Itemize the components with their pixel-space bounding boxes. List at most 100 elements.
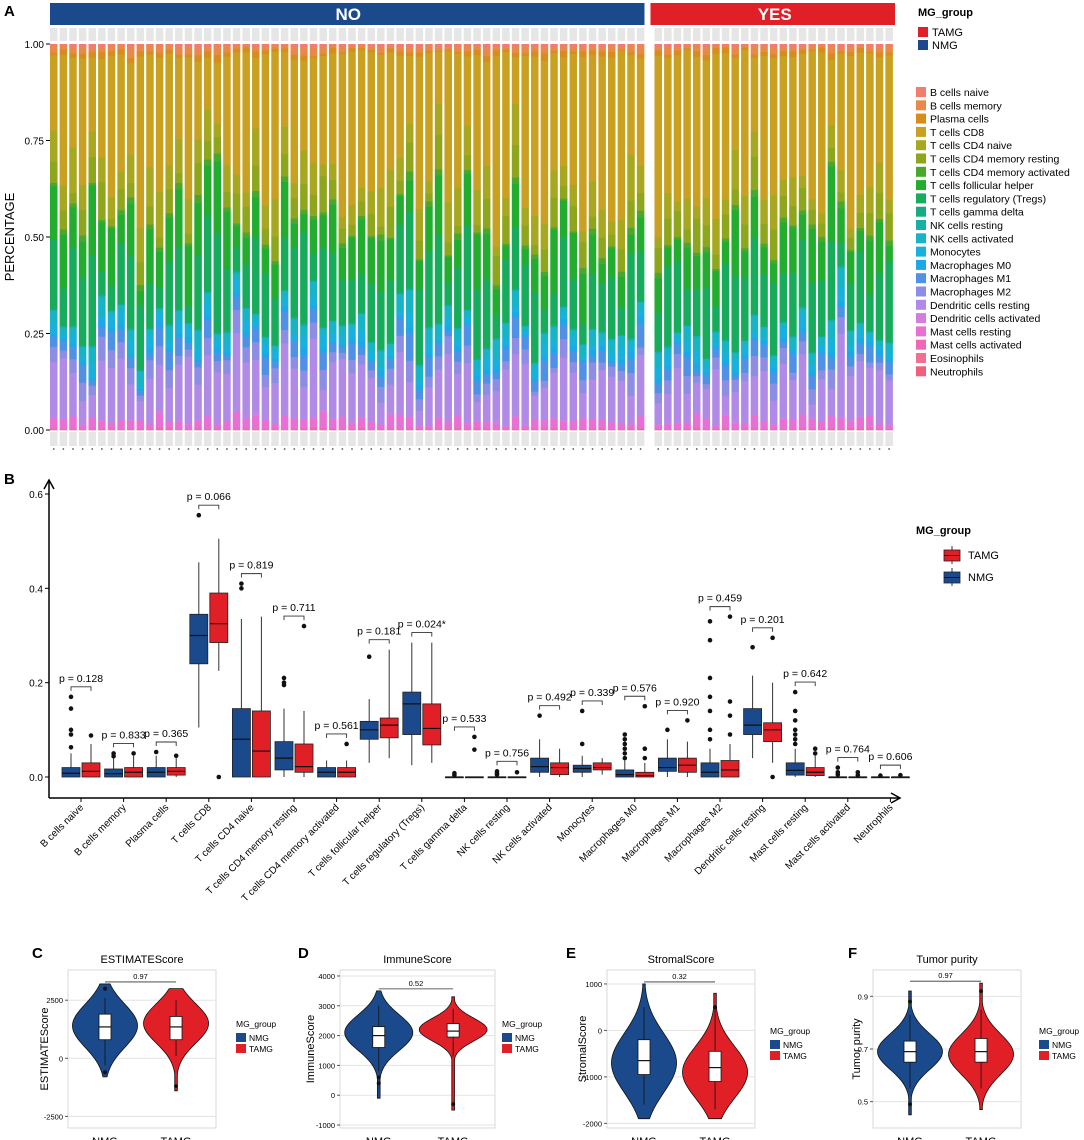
stacked-segment [837,170,845,193]
stacked-segment [779,179,788,196]
box-tamg [550,762,569,776]
stacked-segment [425,328,433,343]
stacked-segment [540,332,549,334]
stacked-segment [559,419,568,423]
box-nmg [615,769,635,778]
stacked-segment [348,359,356,374]
stacked-segment [444,305,452,319]
stacked-segment [415,208,424,241]
stacked-segment [146,335,154,348]
stacked-segment [673,236,682,240]
sample-label-cell [69,28,77,41]
stacked-segment [184,423,193,425]
stacked-segment [654,277,662,313]
stacked-segment [252,165,260,191]
stacked-segment [683,375,691,394]
stacked-segment [617,423,626,425]
stacked-segment [232,174,241,194]
p-bracket [709,606,731,611]
stacked-segment [769,425,778,429]
stacked-segment [818,336,826,346]
stacked-segment [885,429,893,430]
stacked-segment [627,51,635,56]
stacked-segment [712,368,720,426]
stacked-segment [579,345,587,357]
stacked-segment [550,428,558,430]
stacked-segment [760,326,768,327]
sample-dot [408,448,411,450]
sample-label-cell [377,28,385,41]
sample-label-cell [608,28,616,41]
sample-label-cell [454,28,462,41]
stacked-segment [232,333,241,412]
stacked-segment [232,429,241,431]
stacked-segment [242,332,250,337]
sample-label-cell [415,28,424,41]
violin-outlier [713,1005,718,1010]
stacked-segment [579,392,587,419]
stacked-segment [386,429,395,431]
stacked-segment [502,322,510,323]
stacked-segment [769,355,778,357]
stacked-segment [559,46,568,51]
box-nmg [274,741,294,771]
stacked-segment [175,309,183,311]
stacked-segment [673,201,682,211]
stacked-segment [415,52,424,57]
celltype-legend-label: Macrophages M1 [930,273,1011,285]
stacked-segment [348,324,356,328]
stacked-segment [473,380,481,395]
stacked-segment [444,51,452,203]
stacked-segment [69,44,77,48]
box-outlier [898,772,903,778]
stacked-segment [875,47,884,53]
stacked-segment [107,44,116,52]
stacked-segment [502,47,510,50]
stacked-segment [827,337,836,353]
stacked-segment [721,361,730,366]
stacked-segment [98,336,106,361]
stacked-segment [50,418,58,429]
stacked-segment [300,55,308,61]
stacked-segment [252,429,260,431]
stacked-segment [386,357,395,360]
stacked-segment [473,359,481,370]
stacked-segment [50,161,58,184]
stacked-segment [261,429,270,431]
stacked-segment [396,55,404,158]
sample-dot [399,448,401,450]
p-bracket [752,627,774,632]
stacked-segment [261,344,270,354]
stacked-segment [769,46,778,55]
stacked-segment [319,369,327,391]
y-tick-label: 1.00 [25,40,45,51]
stacked-segment [827,416,836,429]
stacked-segment [492,55,501,247]
stacked-segment [588,418,597,420]
stacked-segment [608,422,616,430]
stacked-segment [396,413,404,416]
stacked-segment [117,419,125,421]
stacked-segment [559,236,568,307]
box-nmg [231,708,251,778]
stacked-segment [78,355,87,363]
stacked-segment [444,353,452,422]
stacked-segment [338,428,347,430]
stacked-segment [779,322,788,323]
stacked-segment [223,268,231,332]
stacked-segment [627,200,635,228]
stacked-segment [415,385,424,391]
stacked-segment [827,369,836,390]
stacked-segment [88,182,96,186]
violin-legend-title: MG_group [770,1026,810,1036]
stacked-segment [798,332,807,342]
stacked-segment [531,292,539,363]
sample-label-cell [808,432,816,446]
stacked-segment [377,423,385,426]
stacked-segment [348,372,356,423]
celltype-legend-label: Dendritic cells resting [930,300,1030,312]
stacked-segment [261,244,270,249]
stacked-segment [98,421,106,429]
stacked-segment [531,378,539,382]
stacked-segment [866,330,874,332]
